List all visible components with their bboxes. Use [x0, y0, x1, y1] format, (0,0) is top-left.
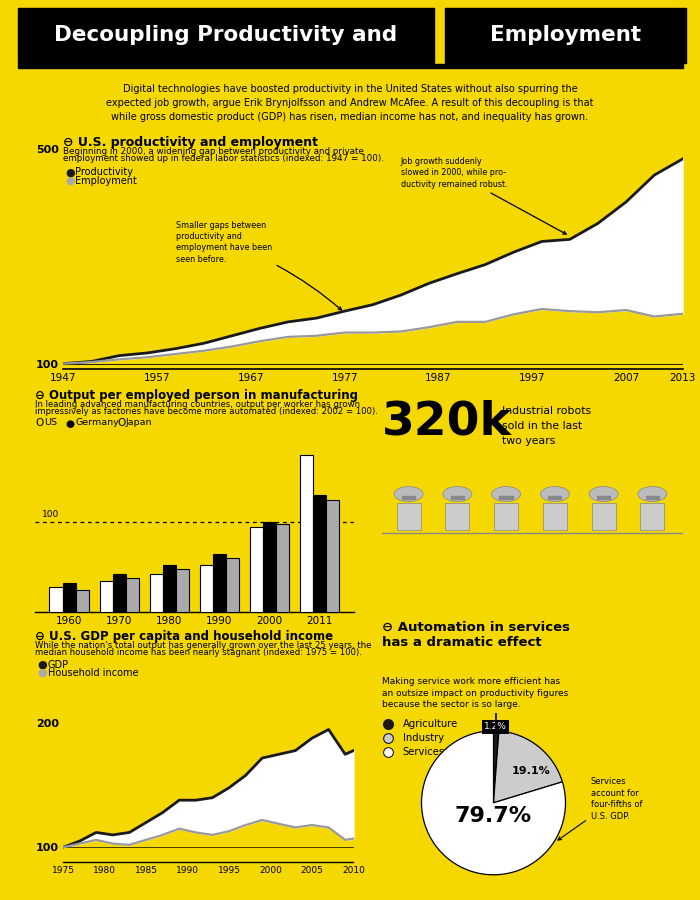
Bar: [18, 8, 434, 63]
Text: Making service work more efficient has
an outsize impact on productivity figures: Making service work more efficient has a…: [382, 677, 568, 709]
Text: impressively as factories have become more automated (indexed: 2002 = 100).: impressively as factories have become mo…: [35, 407, 378, 416]
Bar: [250, 526, 263, 612]
Bar: [444, 8, 686, 63]
Text: ●: ●: [65, 176, 75, 185]
Bar: [313, 495, 326, 612]
Text: Services
account for
four-fifths of
U.S. GDP.: Services account for four-fifths of U.S.…: [558, 778, 642, 840]
Text: 100: 100: [41, 510, 59, 519]
Circle shape: [540, 487, 569, 501]
Text: ●: ●: [65, 167, 75, 177]
Wedge shape: [421, 731, 566, 875]
Text: median household income has been nearly stagnant (indexed: 1975 = 100).: median household income has been nearly …: [35, 648, 362, 657]
FancyBboxPatch shape: [396, 503, 421, 529]
Text: 1.2%: 1.2%: [484, 723, 507, 732]
Bar: [199, 565, 213, 612]
Text: Services: Services: [402, 747, 444, 757]
Text: Household income: Household income: [48, 668, 138, 678]
Bar: [263, 522, 276, 612]
Bar: [125, 578, 139, 612]
Text: Industrial robots
sold in the last
two years: Industrial robots sold in the last two y…: [502, 406, 591, 446]
Bar: [213, 554, 226, 612]
Text: Employment: Employment: [75, 176, 136, 185]
FancyBboxPatch shape: [494, 503, 518, 529]
Text: Job growth suddenly
slowed in 2000, while pro-
ductivity remained robust.: Job growth suddenly slowed in 2000, whil…: [401, 157, 566, 234]
Bar: [300, 454, 313, 612]
Text: ●: ●: [37, 660, 47, 670]
FancyBboxPatch shape: [592, 503, 616, 529]
Text: US: US: [44, 418, 57, 427]
Text: Productivity: Productivity: [75, 167, 133, 177]
Bar: [150, 574, 162, 612]
Wedge shape: [494, 731, 499, 803]
Bar: [451, 496, 464, 499]
Text: O: O: [117, 418, 125, 428]
Text: While the nation's total output has generally grown over the last 25 years, the: While the nation's total output has gene…: [35, 641, 372, 650]
Text: ⊖ Output per employed person in manufacturing: ⊖ Output per employed person in manufact…: [35, 389, 358, 401]
Wedge shape: [494, 731, 562, 803]
Circle shape: [589, 487, 618, 501]
Text: ⊖ U.S. productivity and employment: ⊖ U.S. productivity and employment: [63, 136, 318, 149]
Text: 19.1%: 19.1%: [512, 766, 550, 776]
Bar: [402, 496, 415, 499]
Text: In leading advanced manufacturing countries, output per worker has grown: In leading advanced manufacturing countr…: [35, 400, 360, 409]
Circle shape: [638, 487, 667, 501]
Bar: [76, 590, 89, 612]
FancyBboxPatch shape: [640, 503, 664, 529]
Bar: [646, 496, 659, 499]
Text: ●: ●: [66, 418, 75, 428]
Text: ⊖ Automation in services
has a dramatic effect: ⊖ Automation in services has a dramatic …: [382, 621, 570, 650]
Text: Decoupling Productivity and: Decoupling Productivity and: [54, 25, 397, 45]
Bar: [113, 574, 125, 612]
Bar: [326, 500, 339, 612]
Bar: [99, 580, 113, 612]
Bar: [50, 587, 62, 612]
Bar: [500, 496, 512, 499]
Bar: [176, 569, 189, 612]
Text: Smaller gaps between
productivity and
employment have been
seen before.: Smaller gaps between productivity and em…: [176, 220, 342, 310]
Text: Japan: Japan: [126, 418, 153, 427]
Text: ⊖ U.S. GDP per capita and household income: ⊖ U.S. GDP per capita and household inco…: [35, 630, 333, 643]
FancyBboxPatch shape: [445, 503, 470, 529]
Circle shape: [491, 487, 521, 501]
Circle shape: [443, 487, 472, 501]
Text: Digital technologies have boosted productivity in the United States without also: Digital technologies have boosted produc…: [106, 84, 594, 122]
Circle shape: [394, 487, 423, 501]
Text: Agriculture: Agriculture: [402, 719, 458, 729]
Bar: [226, 558, 239, 612]
Bar: [548, 496, 561, 499]
Bar: [597, 496, 610, 499]
Text: Employment: Employment: [490, 25, 641, 45]
Text: 320k: 320k: [382, 400, 512, 445]
Bar: [62, 583, 76, 612]
Bar: [276, 524, 289, 612]
Text: employment showed up in federal labor statistics (indexed: 1947 = 100).: employment showed up in federal labor st…: [63, 154, 384, 163]
Bar: [162, 565, 176, 612]
Bar: [18, 64, 682, 68]
Text: GDP: GDP: [48, 660, 69, 670]
Text: Beginning in 2000, a widening gap between productivity and private: Beginning in 2000, a widening gap betwee…: [63, 147, 364, 156]
Text: ●: ●: [37, 668, 47, 678]
Text: 79.7%: 79.7%: [455, 806, 532, 826]
Text: O: O: [35, 418, 43, 428]
Text: Industry: Industry: [402, 734, 444, 743]
Text: Germany: Germany: [76, 418, 119, 427]
FancyBboxPatch shape: [542, 503, 567, 529]
